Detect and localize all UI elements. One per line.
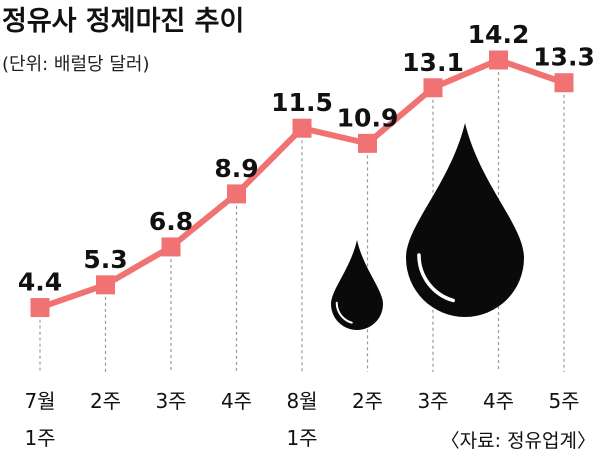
data-point-marker [161,237,181,257]
data-label: 8.9 [214,154,258,183]
data-label: 11.5 [271,88,333,117]
x-tick-label: 3주 [417,389,448,413]
data-point-marker [30,298,50,318]
x-tick-label: 3주 [155,389,186,413]
chart-subtitle: (단위: 배럴당 달러) [2,54,149,75]
data-label: 5.3 [83,245,127,274]
x-tick-label: 4주 [483,389,514,413]
data-label: 4.4 [18,268,62,297]
small-oil-drop-highlight [335,301,353,324]
x-tick-label: 5주 [548,389,579,413]
data-label: 14.2 [468,20,530,49]
x-tick-label: 8월 [286,389,317,413]
chart-title: 정유사 정제마진 추이 [2,6,244,37]
data-point-marker [227,184,246,204]
small-oil-drop [331,240,383,330]
data-point-marker [292,118,312,138]
x-tick-label: 1주 [24,426,55,450]
data-label: 13.1 [402,48,464,77]
data-point-marker [96,275,115,295]
data-point-marker [358,133,377,153]
x-tick-label: 7월 [24,389,55,413]
x-axis-ticks: 7월 1주 2주 3주 4주 8월 1주 2주 3주 4주 5주 [24,389,579,450]
x-tick-label: 2주 [352,389,383,413]
data-label: 6.8 [149,207,193,236]
data-point-marker [554,73,574,93]
x-tick-label: 1주 [286,426,317,450]
marker-group [30,50,574,318]
oil-drop-illustration [331,123,524,330]
large-oil-drop-highlight [417,253,455,303]
large-oil-drop [406,123,524,317]
source-note: 〈자료: 정유업계〉 [441,430,596,452]
data-point-marker [423,78,443,98]
data-point-marker [489,50,508,70]
data-label: 13.3 [533,43,595,72]
x-tick-label: 2주 [90,389,121,413]
value-label-group: 4.4 5.3 6.8 8.9 11.510.913.114.213.3 [18,20,595,297]
data-label: 10.9 [337,103,399,132]
x-tick-label: 4주 [221,389,252,413]
